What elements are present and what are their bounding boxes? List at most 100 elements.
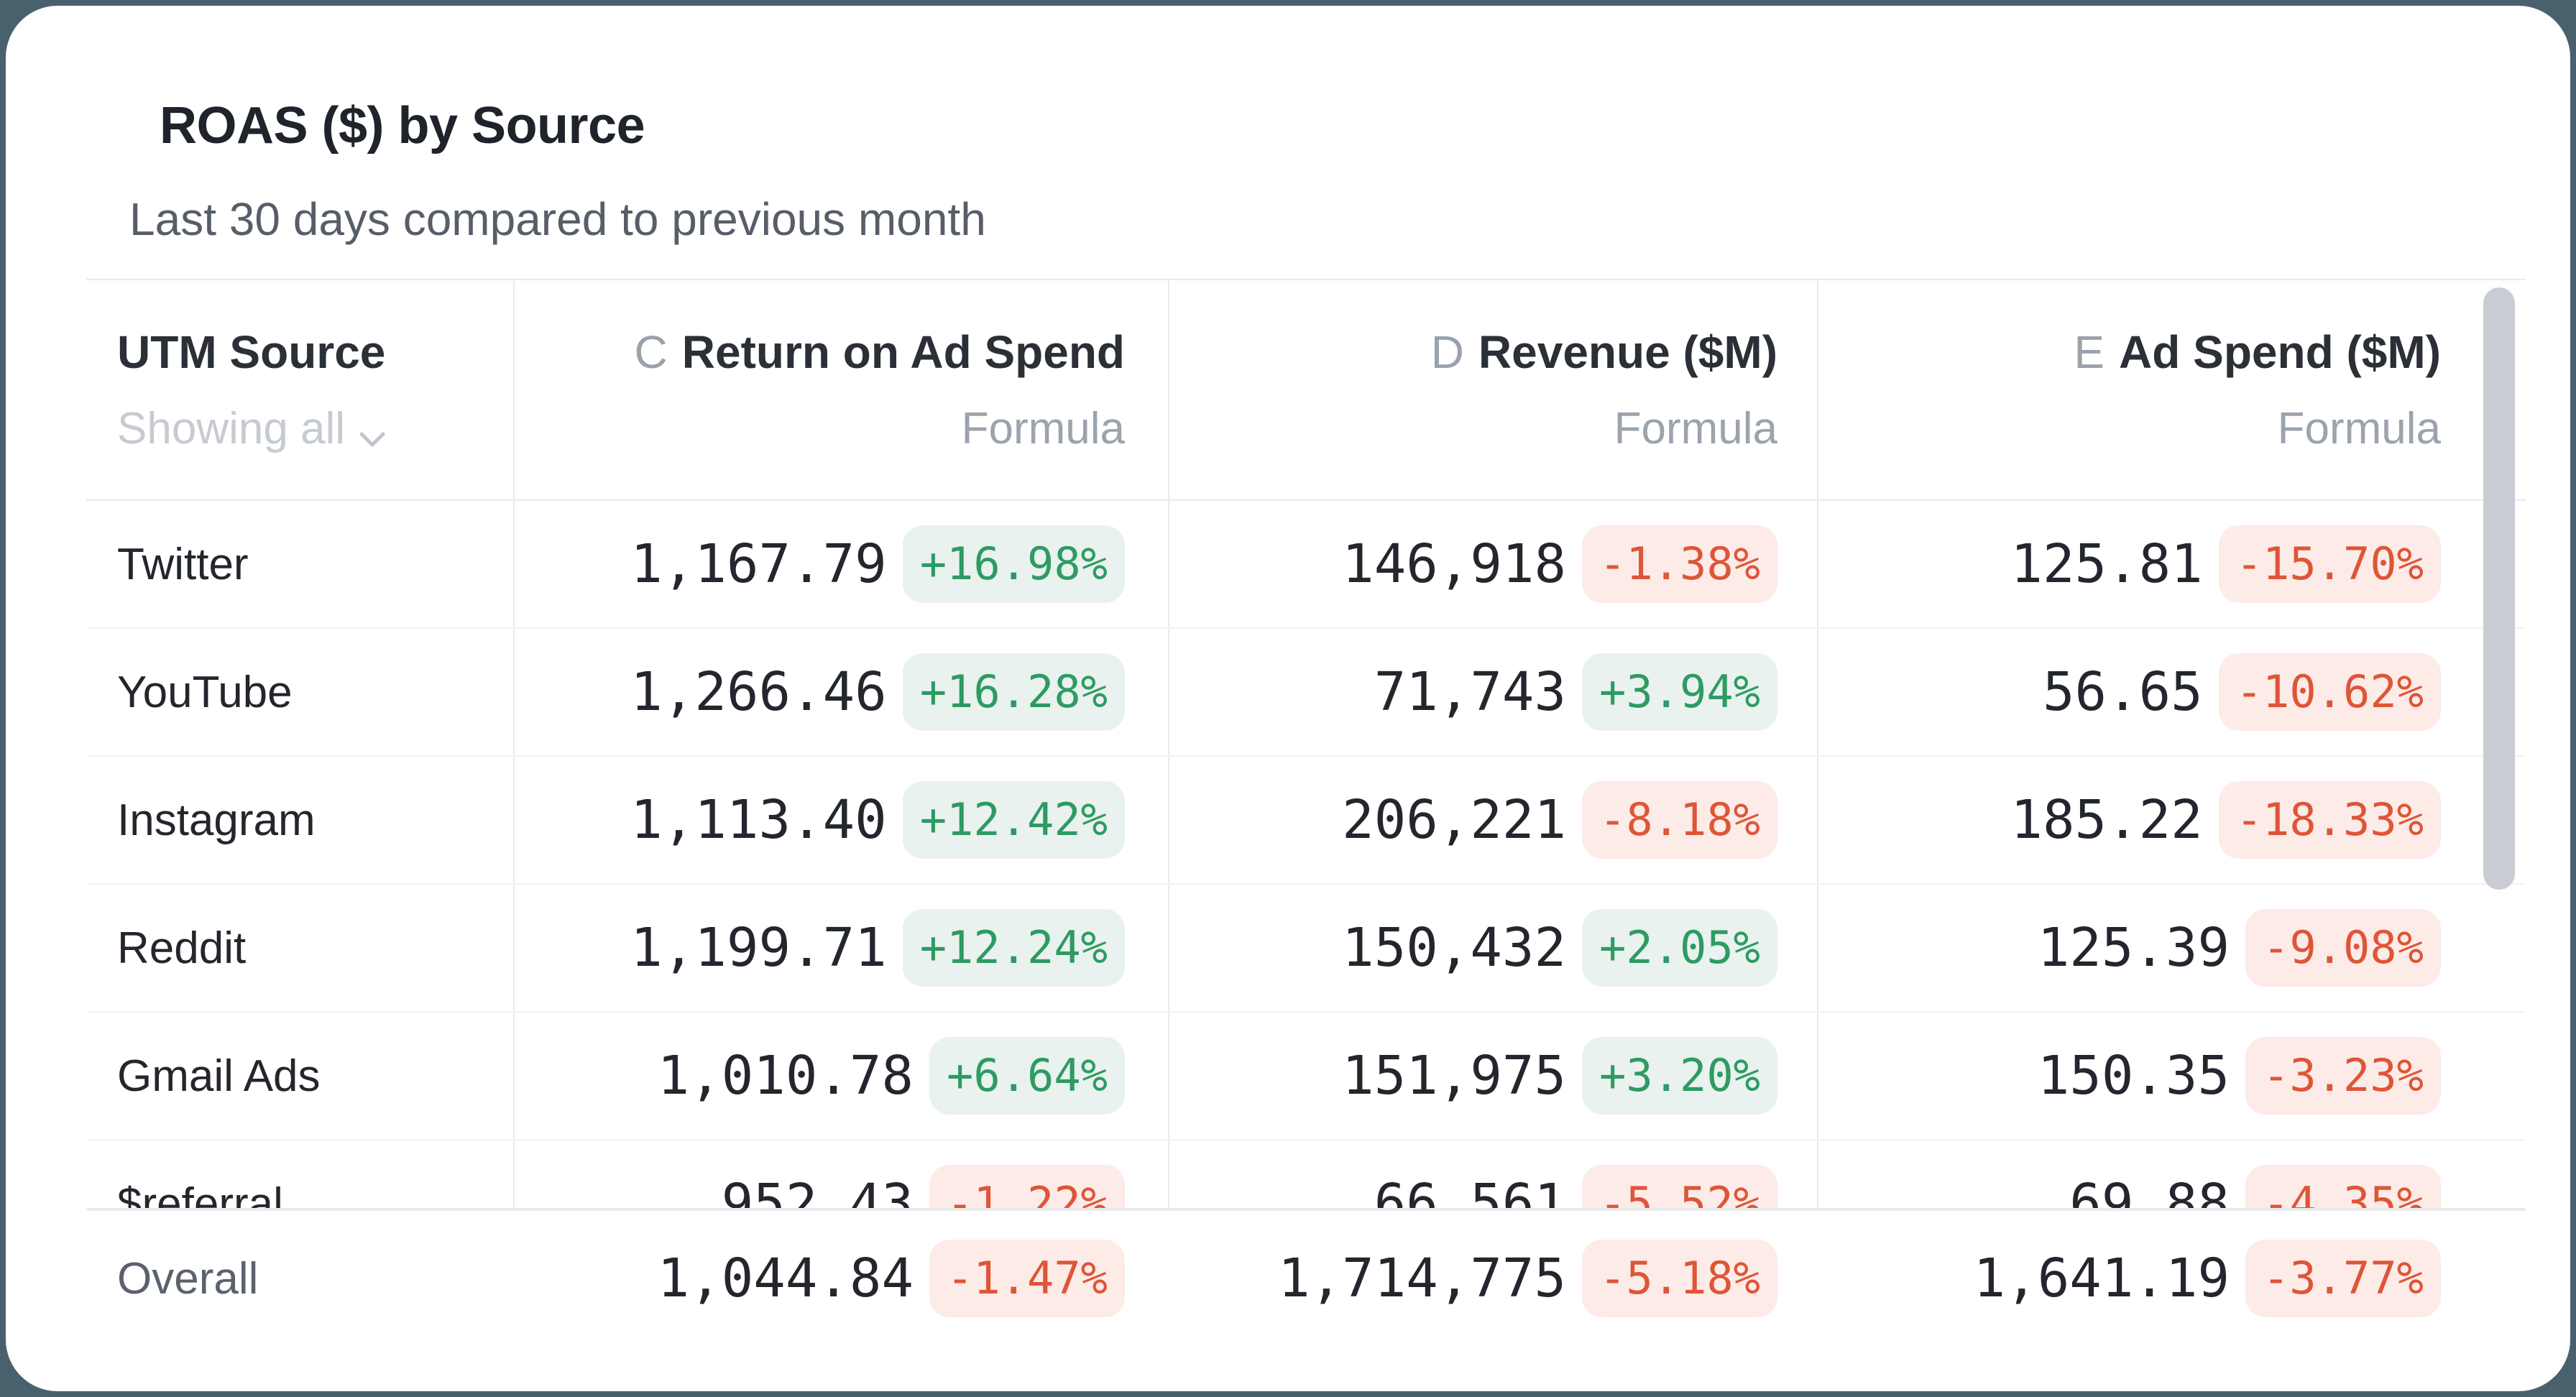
ad-spend-cell: 150.35 -3.23% [1817,1013,2526,1139]
column-header-utm-source: UTM Source Showing all [86,280,513,499]
revenue-cell: 71,743 +3.94% [1168,629,1817,755]
page-title: ROAS ($) by Source [160,97,645,155]
column-title: UTM Source [117,326,386,378]
table-row: Reddit 1,199.71 +12.24% 150,432 +2.05% 125… [86,885,2526,1013]
source-cell: Gmail Ads [117,1051,321,1101]
table-row: Twitter 1,167.79 +16.98% 146,918 -1.38% 12… [86,501,2526,629]
metric-value: 69.88 [2069,1173,2230,1208]
source-cell: Instagram [117,795,316,845]
metric-value: 1,167.79 [630,533,887,595]
delta-badge: -9.08% [2245,909,2441,987]
source-cell: Reddit [117,923,247,973]
column-letter: D [1430,326,1464,378]
metric-value: 56.65 [2042,661,2203,723]
column-header-roas: C Return on Ad Spend Formula [513,280,1168,499]
card-subtitle: Last 30 days compared to previous month [129,193,986,245]
filter-label: Showing all [117,404,346,453]
overall-label: Overall [117,1253,259,1304]
delta-badge: +3.20% [1582,1037,1777,1115]
revenue-cell: 150,432 +2.05% [1168,885,1817,1011]
roas-cell: 1,266.46 +16.28% [513,629,1168,755]
table-row: $referral 952.43 -1.22% 66,561 -5.52% 69.8… [86,1140,2526,1208]
column-title: C Return on Ad Spend [634,326,1125,378]
metric-value: 185.22 [2010,789,2203,851]
metric-value: 71,743 [1374,661,1567,723]
chevron-down-icon [359,407,385,458]
column-header-revenue: D Revenue ($M) Formula [1168,280,1817,499]
delta-badge: -3.77% [2245,1240,2441,1317]
revenue-cell: 206,221 -8.18% [1168,757,1817,883]
delta-badge: -5.18% [1582,1240,1777,1317]
delta-badge: +3.94% [1582,653,1777,731]
column-title: E Ad Spend ($M) [2074,326,2441,378]
delta-badge: -1.38% [1582,525,1777,603]
delta-badge: -1.47% [929,1240,1125,1317]
roas-cell: 1,199.71 +12.24% [513,885,1168,1011]
revenue-cell: 146,918 -1.38% [1168,501,1817,627]
delta-badge: +6.64% [929,1037,1125,1115]
column-title: D Revenue ($M) [1430,326,1777,378]
ad-spend-cell: 125.81 -15.70% [1817,501,2526,627]
table-body: Twitter 1,167.79 +16.98% 146,918 -1.38% 12… [86,501,2526,1208]
source-cell: YouTube [117,667,293,717]
table-header: UTM Source Showing all C Return on Ad Spe… [86,279,2526,501]
delta-badge: -8.18% [1582,781,1777,859]
ad-spend-cell: 125.39 -9.08% [1817,885,2526,1011]
roas-overall-cell: 1,044.84 -1.47% [513,1211,1168,1346]
metric-value: 1,714,775 [1278,1248,1567,1309]
source-cell: Twitter [117,539,249,589]
delta-badge: -4.35% [2245,1165,2441,1208]
delta-badge: +12.42% [902,781,1125,859]
metric-value: 1,044.84 [657,1248,914,1309]
source-cell: $referral [117,1179,283,1209]
ad-spend-cell: 185.22 -18.33% [1817,757,2526,883]
column-sublabel: Formula [2277,404,2441,453]
metric-value: 1,010.78 [657,1045,914,1107]
roas-cell: 1,167.79 +16.98% [513,501,1168,627]
metric-value: 125.39 [2037,917,2230,979]
showing-all-filter[interactable]: Showing all [117,403,385,454]
revenue-overall-cell: 1,714,775 -5.18% [1168,1211,1817,1346]
delta-badge: -1.22% [929,1165,1125,1208]
metric-value: 1,113.40 [630,789,887,851]
ad-spend-cell: 56.65 -10.62% [1817,629,2526,755]
table-row: YouTube 1,266.46 +16.28% 71,743 +3.94% 56.… [86,629,2526,757]
column-sublabel: Formula [1614,404,1777,453]
roas-cell: 952.43 -1.22% [513,1140,1168,1208]
metric-value: 952.43 [721,1173,914,1208]
metric-value: 151,975 [1342,1045,1567,1107]
table-footer-overall: Overall 1,044.84 -1.47% 1,714,775 -5.18% 1… [86,1208,2526,1346]
metric-value: 1,266.46 [630,661,887,723]
column-header-ad-spend: E Ad Spend ($M) Formula [1817,280,2526,499]
revenue-cell: 66,561 -5.52% [1168,1140,1817,1208]
roas-table: UTM Source Showing all C Return on Ad Spe… [86,279,2526,1346]
roas-cell: 1,010.78 +6.64% [513,1013,1168,1139]
delta-badge: -5.52% [1582,1165,1777,1208]
revenue-cell: 151,975 +3.20% [1168,1013,1817,1139]
table-row: Instagram 1,113.40 +12.42% 206,221 -8.18% … [86,757,2526,885]
metric-value: 1,199.71 [630,917,887,979]
roas-cell: 1,113.40 +12.42% [513,757,1168,883]
delta-badge: -18.33% [2218,781,2441,859]
metric-value: 150,432 [1342,917,1567,979]
vertical-scrollbar-thumb[interactable] [2483,287,2515,890]
metric-value: 66,561 [1374,1173,1567,1208]
metric-value: 1,641.19 [1973,1248,2230,1309]
column-letter: E [2074,326,2105,378]
metric-value: 146,918 [1342,533,1567,595]
delta-badge: -10.62% [2218,653,2441,731]
metric-value: 125.81 [2010,533,2203,595]
delta-badge: +16.98% [902,525,1125,603]
delta-badge: +12.24% [902,909,1125,987]
delta-badge: -3.23% [2245,1037,2441,1115]
ad-spend-overall-cell: 1,641.19 -3.77% [1817,1211,2526,1346]
column-letter: C [634,326,668,378]
delta-badge: +16.28% [902,653,1125,731]
ad-spend-cell: 69.88 -4.35% [1817,1140,2526,1208]
delta-badge: -15.70% [2218,525,2441,603]
metric-value: 150.35 [2037,1045,2230,1107]
metric-value: 206,221 [1342,789,1567,851]
table-row: Gmail Ads 1,010.78 +6.64% 151,975 +3.20% 1… [86,1013,2526,1140]
column-sublabel: Formula [961,404,1125,453]
delta-badge: +2.05% [1582,909,1777,987]
